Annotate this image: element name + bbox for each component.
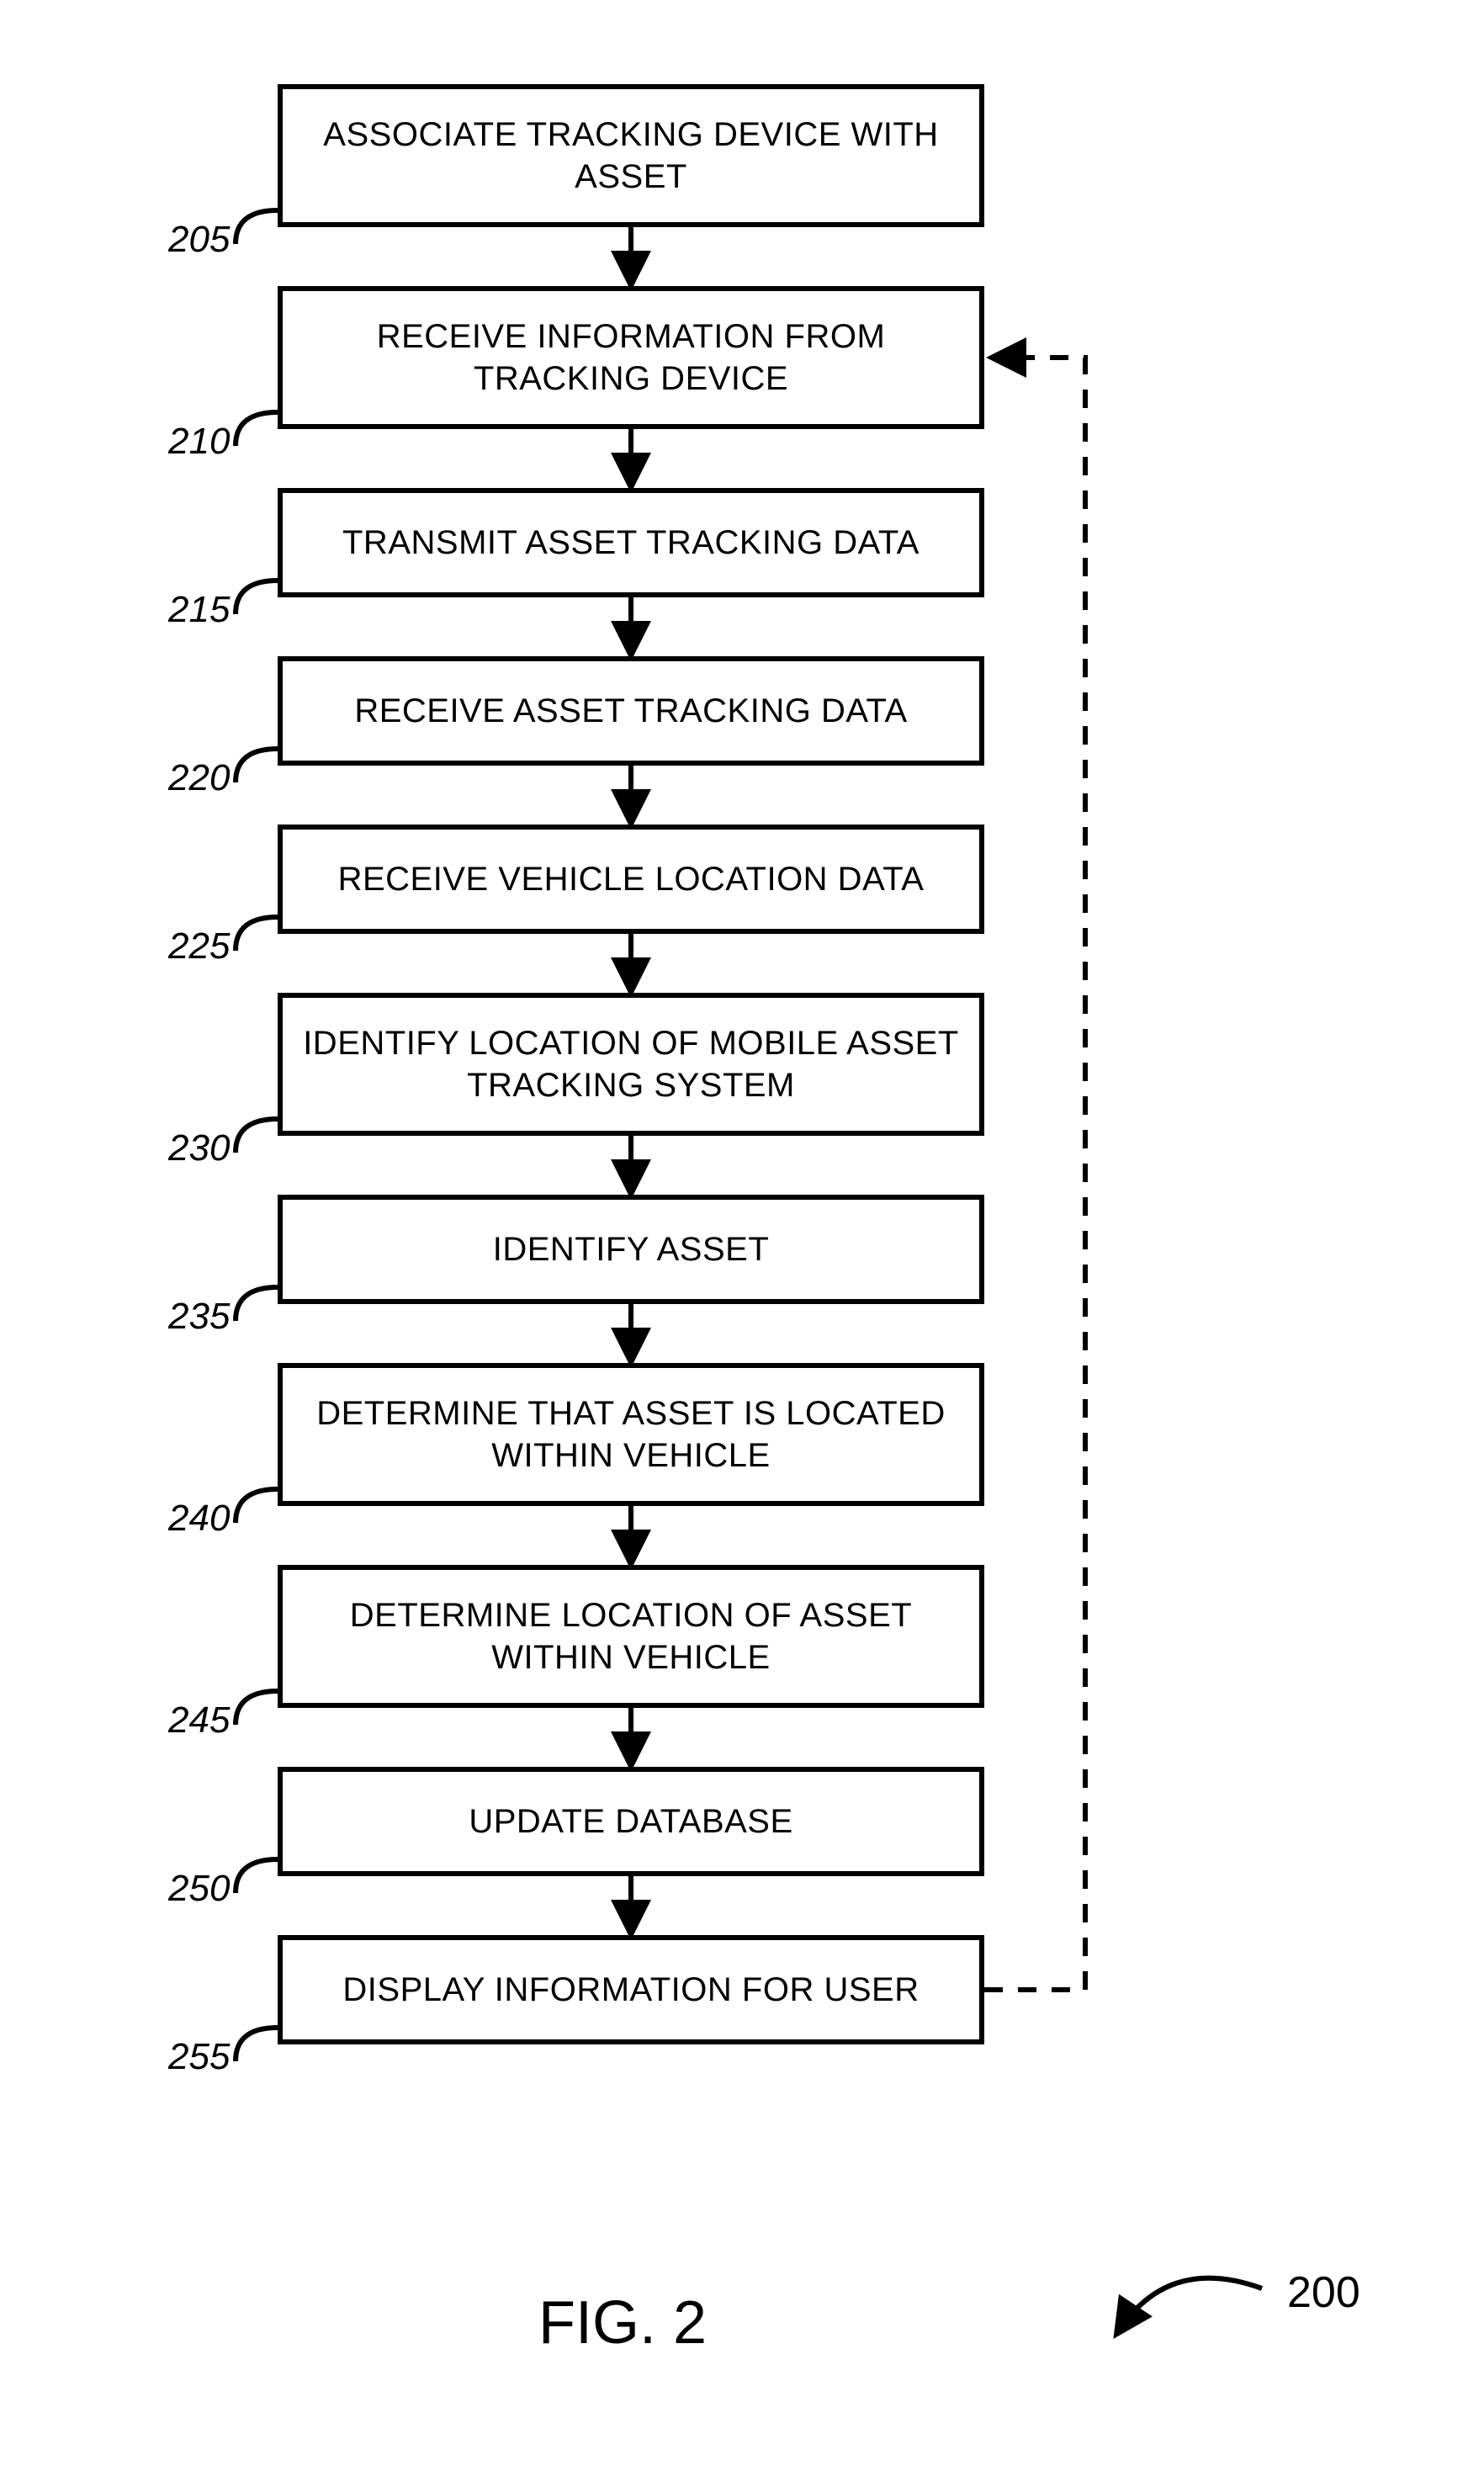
ref-240: 240 xyxy=(168,1498,230,1540)
node-215: TRANSMIT ASSET TRACKING DATA xyxy=(278,488,984,597)
figure-ref-200: 200 xyxy=(1287,2267,1360,2318)
ref-210: 210 xyxy=(168,421,230,463)
node-225-label: RECEIVE VEHICLE LOCATION DATA xyxy=(321,858,941,900)
ref-205: 205 xyxy=(168,219,230,261)
ref-220: 220 xyxy=(168,757,230,799)
node-210: RECEIVE INFORMATION FROM TRACKING DEVICE xyxy=(278,286,984,429)
node-240: DETERMINE THAT ASSET IS LOCATED WITHIN V… xyxy=(278,1363,984,1506)
node-230-label: IDENTIFY LOCATION OF MOBILE ASSET TRACKI… xyxy=(283,1022,979,1106)
page-canvas: ASSOCIATE TRACKING DEVICE WITH ASSET REC… xyxy=(0,0,1484,2471)
node-250-label: UPDATE DATABASE xyxy=(452,1800,809,1843)
figure-label: FIG. 2 xyxy=(538,2288,707,2357)
node-225: RECEIVE VEHICLE LOCATION DATA xyxy=(278,825,984,934)
node-235-label: IDENTIFY ASSET xyxy=(476,1228,787,1270)
node-205-label: ASSOCIATE TRACKING DEVICE WITH ASSET xyxy=(283,114,979,198)
node-220-label: RECEIVE ASSET TRACKING DATA xyxy=(337,690,924,732)
node-240-label: DETERMINE THAT ASSET IS LOCATED WITHIN V… xyxy=(283,1392,979,1477)
node-250: UPDATE DATABASE xyxy=(278,1767,984,1876)
ref-255: 255 xyxy=(168,2036,230,2078)
node-230: IDENTIFY LOCATION OF MOBILE ASSET TRACKI… xyxy=(278,993,984,1136)
ref-230: 230 xyxy=(168,1127,230,1169)
node-245-label: DETERMINE LOCATION OF ASSET WITHIN VEHIC… xyxy=(283,1594,979,1678)
ref-245: 245 xyxy=(168,1699,230,1742)
node-215-label: TRANSMIT ASSET TRACKING DATA xyxy=(326,522,936,564)
feedback-edge xyxy=(984,358,1085,1990)
node-210-label: RECEIVE INFORMATION FROM TRACKING DEVICE xyxy=(283,316,979,400)
ref-215: 215 xyxy=(168,589,230,631)
ref-225: 225 xyxy=(168,925,230,968)
ref-235: 235 xyxy=(168,1296,230,1338)
ref-200-curve xyxy=(1119,2278,1262,2330)
ref-hooks xyxy=(236,210,278,2061)
node-245: DETERMINE LOCATION OF ASSET WITHIN VEHIC… xyxy=(278,1565,984,1708)
node-205: ASSOCIATE TRACKING DEVICE WITH ASSET xyxy=(278,84,984,227)
node-255: DISPLAY INFORMATION FOR USER xyxy=(278,1935,984,2044)
node-220: RECEIVE ASSET TRACKING DATA xyxy=(278,656,984,766)
ref-250: 250 xyxy=(168,1868,230,1910)
node-235: IDENTIFY ASSET xyxy=(278,1195,984,1304)
node-255-label: DISPLAY INFORMATION FOR USER xyxy=(326,1969,935,2011)
